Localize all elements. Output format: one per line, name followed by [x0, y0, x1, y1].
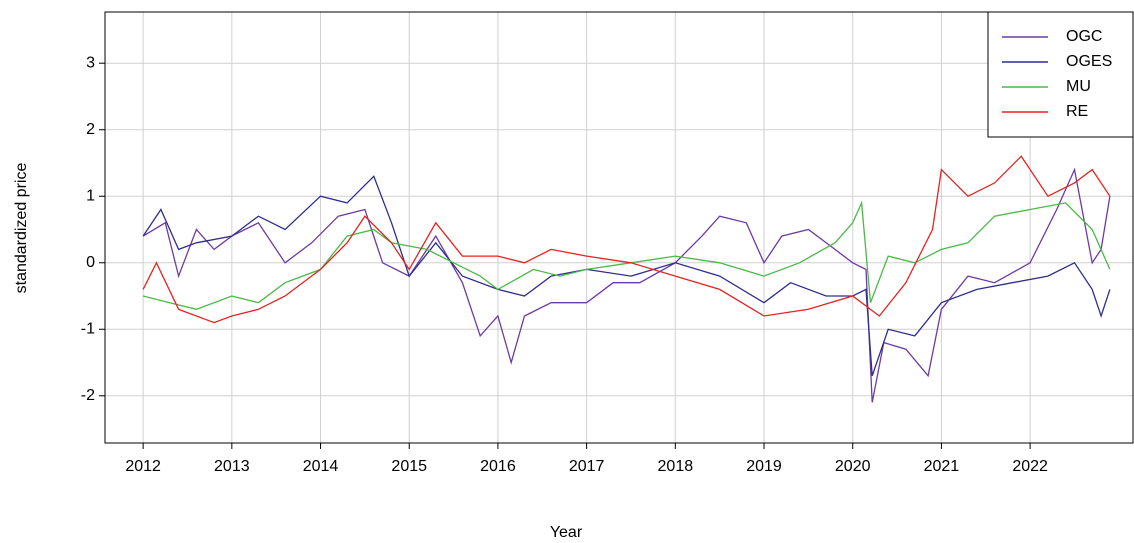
x-tick-label: 2022 [1012, 458, 1048, 475]
series-line [142, 155, 1111, 324]
legend-label: RE [1066, 103, 1088, 120]
legend-label: OGES [1066, 53, 1112, 70]
y-tick-label: 2 [86, 121, 95, 138]
y-tick-label: 0 [86, 254, 95, 271]
y-axis-label: standardized price [13, 163, 30, 294]
legend-box [987, 11, 1134, 138]
x-tick-label: 2019 [746, 458, 782, 475]
x-axis-label: Year [550, 524, 583, 541]
x-tick-label: 2021 [924, 458, 960, 475]
x-tick-label: 2016 [480, 458, 516, 475]
x-tick-label: 2015 [391, 458, 427, 475]
y-tick-label: 1 [86, 187, 95, 204]
x-tick-label: 2013 [214, 458, 250, 475]
series-line [142, 167, 1111, 403]
legend-label: MU [1066, 78, 1091, 95]
y-tick-label: 3 [86, 54, 95, 71]
x-tick-label: 2017 [569, 458, 605, 475]
x-tick-label: 2018 [658, 458, 694, 475]
x-tick-label: 2012 [125, 458, 161, 475]
x-tick-label: 2014 [303, 458, 339, 475]
series-line [142, 175, 1111, 377]
legend-label: OGC [1066, 28, 1102, 45]
y-tick-label: -2 [81, 387, 95, 404]
plot-frame [104, 11, 1134, 444]
y-tick-label: -1 [81, 320, 95, 337]
x-tick-label: 2020 [835, 458, 871, 475]
